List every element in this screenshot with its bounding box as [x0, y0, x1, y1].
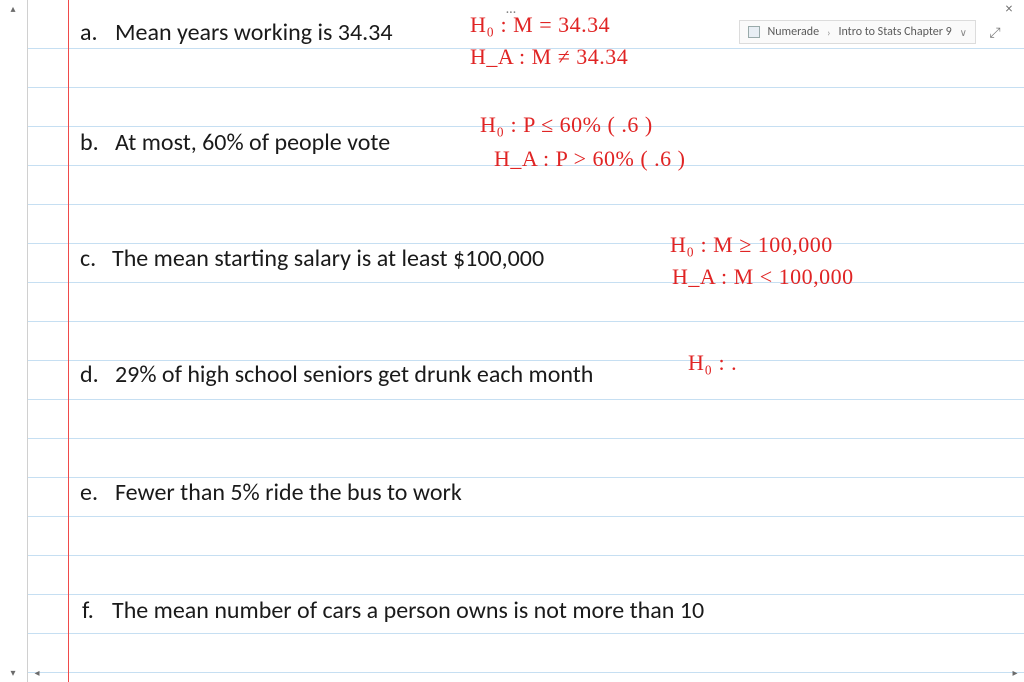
annotation-a-ha: H_A : M ≠ 34.34 — [470, 44, 628, 70]
problem-f-label: f. — [82, 596, 94, 625]
problem-d-label: d. — [80, 360, 99, 389]
annotation-c-ha: H_A : M < 100,000 — [672, 264, 854, 290]
problem-e-text: Fewer than 5% ride the bus to work — [115, 478, 462, 507]
problem-c-text: The mean starting salary is at least $10… — [112, 244, 544, 273]
problem-e-label: e. — [80, 478, 98, 507]
hscroll-right-icon[interactable]: ▸ — [1008, 666, 1022, 680]
close-icon[interactable]: × — [1000, 0, 1018, 18]
annotation-b-h0: H₀ : P ≤ 60% ( .6 ) — [480, 112, 653, 138]
notebook-icon — [748, 26, 760, 38]
scroll-up-icon[interactable]: ▴ — [6, 2, 20, 16]
annotation-d-h0: H₀ : . — [688, 350, 737, 376]
annotation-c-h0: H₀ : M ≥ 100,000 — [670, 232, 833, 258]
popout-icon[interactable]: ⤢ — [984, 20, 1006, 44]
breadcrumb-sep-icon: › — [827, 26, 830, 39]
breadcrumb-app: Numerade — [768, 25, 820, 39]
problem-d-text: 29% of high school seniors get drunk eac… — [115, 360, 593, 389]
scroll-down-icon[interactable]: ▾ — [6, 666, 20, 680]
problem-a-text: Mean years working is 34.34 — [115, 18, 393, 47]
left-gutter: ▴ ▾ — [0, 0, 28, 682]
problem-a-label: a. — [80, 18, 98, 47]
ruled-lines — [28, 0, 1024, 682]
problem-c-label: c. — [80, 244, 96, 273]
notebook-page: ▴ ▾ ◂ ▸ … × Numerade › Intro to Stats Ch… — [0, 0, 1024, 682]
problem-b-label: b. — [80, 128, 99, 157]
hscroll-left-icon[interactable]: ◂ — [30, 666, 44, 680]
breadcrumb-page: Intro to Stats Chapter 9 — [838, 25, 951, 39]
margin-line — [68, 0, 69, 682]
annotation-b-ha: H_A : P > 60% ( .6 ) — [494, 146, 685, 172]
problem-b-text: At most, 60% of people vote — [115, 128, 390, 157]
annotation-a-h0: H₀ : M = 34.34 — [470, 12, 610, 38]
chevron-down-icon: ∨ — [960, 26, 967, 39]
problem-f-text: The mean number of cars a person owns is… — [112, 596, 704, 625]
breadcrumb[interactable]: Numerade › Intro to Stats Chapter 9 ∨ — [739, 20, 977, 44]
